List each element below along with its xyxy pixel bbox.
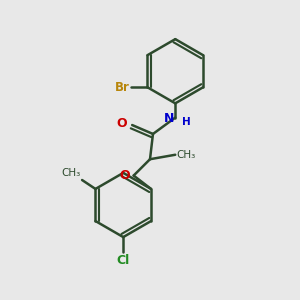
Text: O: O	[116, 117, 127, 130]
Text: CH₃: CH₃	[177, 150, 196, 160]
Text: Br: Br	[115, 81, 130, 94]
Text: CH₃: CH₃	[61, 168, 81, 178]
Text: H: H	[182, 117, 190, 127]
Text: O: O	[119, 169, 130, 182]
Text: Cl: Cl	[117, 254, 130, 267]
Text: N: N	[164, 112, 174, 125]
